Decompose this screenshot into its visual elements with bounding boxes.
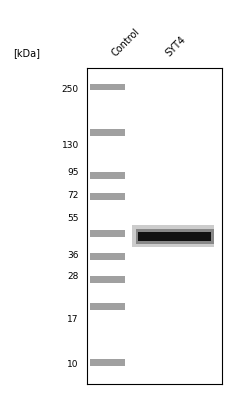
Bar xyxy=(136,229,214,244)
Text: 10: 10 xyxy=(67,360,79,369)
Text: SYT4: SYT4 xyxy=(164,34,188,58)
Text: 55: 55 xyxy=(67,214,79,223)
Text: 72: 72 xyxy=(68,191,79,200)
Bar xyxy=(132,225,214,248)
Bar xyxy=(90,193,125,200)
Text: 130: 130 xyxy=(62,141,79,150)
Bar xyxy=(90,172,125,179)
Text: [kDa]: [kDa] xyxy=(13,48,40,58)
Text: Control: Control xyxy=(110,27,142,58)
Text: 95: 95 xyxy=(67,168,79,176)
Bar xyxy=(90,253,125,260)
Text: 17: 17 xyxy=(67,315,79,324)
Text: 36: 36 xyxy=(67,251,79,260)
Text: 28: 28 xyxy=(68,272,79,281)
Bar xyxy=(90,303,125,310)
Bar xyxy=(90,129,125,136)
Bar xyxy=(90,359,125,366)
Bar xyxy=(90,84,125,90)
Bar xyxy=(138,232,211,241)
Text: 250: 250 xyxy=(62,85,79,94)
Bar xyxy=(90,230,125,236)
Bar xyxy=(90,276,125,283)
